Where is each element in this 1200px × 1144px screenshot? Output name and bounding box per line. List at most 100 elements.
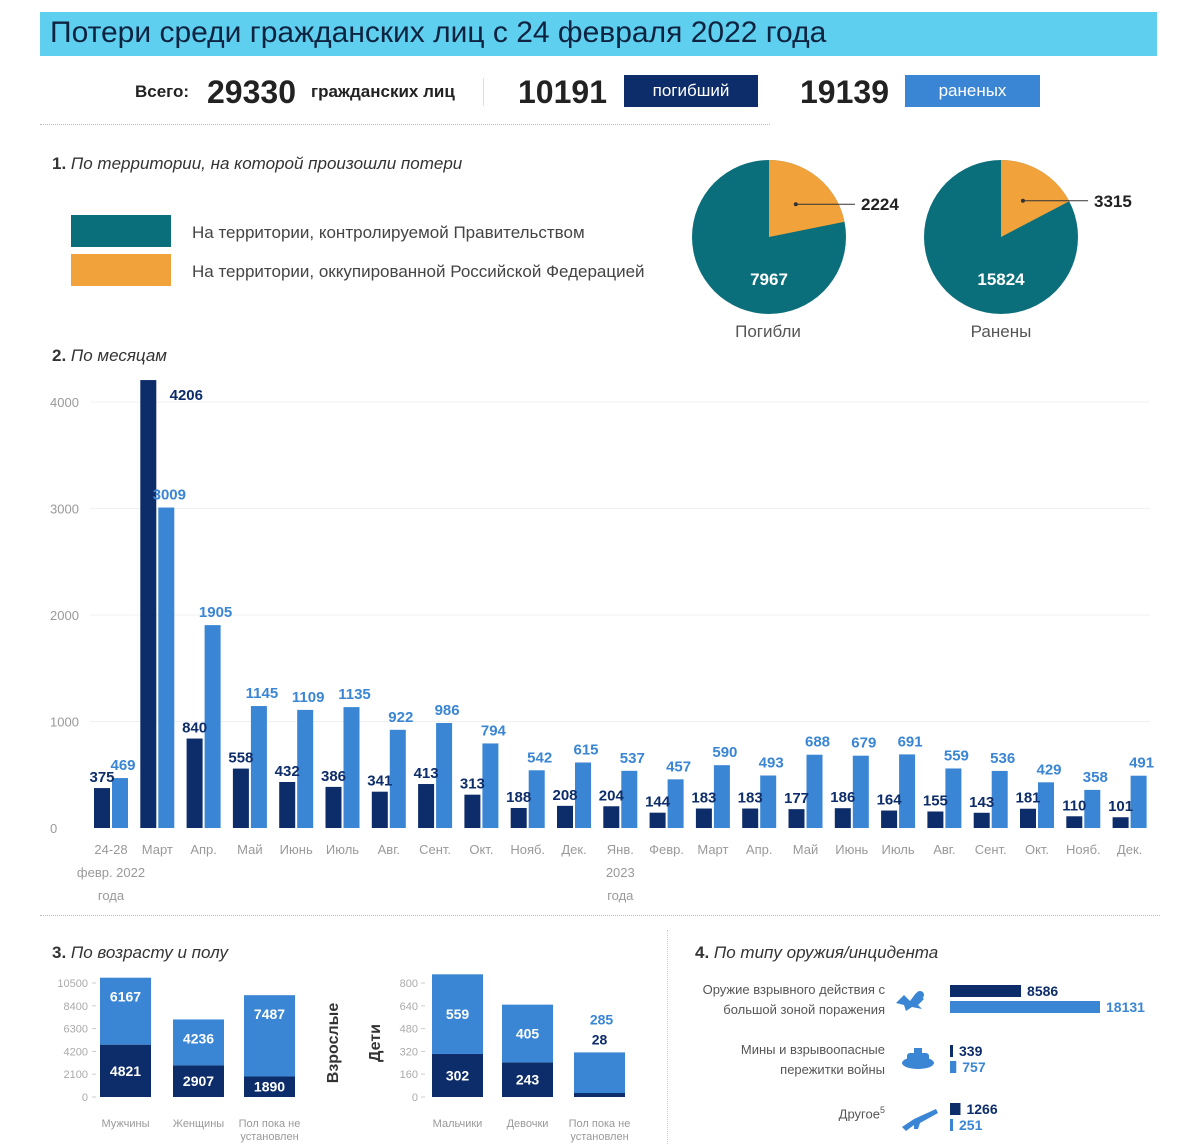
bar-label-injured: 4236 xyxy=(183,1030,214,1046)
bar-killed xyxy=(950,1103,961,1115)
legend-swatch-gov xyxy=(71,215,171,247)
bar-injured xyxy=(621,770,638,828)
children-label: Дети xyxy=(367,1024,384,1062)
bar-killed xyxy=(464,794,481,828)
bar-label-killed: 1266 xyxy=(966,1101,997,1117)
bar-killed xyxy=(418,784,435,828)
bar-label-injured: 358 xyxy=(1083,769,1108,786)
bar-label-killed: 204 xyxy=(599,787,625,804)
bar-injured xyxy=(244,995,295,1077)
bar-label-killed: 413 xyxy=(414,765,439,782)
bar-injured xyxy=(991,770,1008,828)
bar-label-injured: 559 xyxy=(446,1006,470,1022)
bar-injured xyxy=(1084,789,1101,828)
bar-injured xyxy=(950,1119,953,1131)
bar-injured xyxy=(112,778,128,828)
bar-injured xyxy=(343,707,360,828)
bar-killed xyxy=(1066,816,1083,828)
injured-badge: раненых xyxy=(905,75,1040,107)
child-tick-label: 320 xyxy=(400,1046,418,1058)
bar-killed xyxy=(742,808,759,828)
bar-label-injured: 536 xyxy=(990,750,1015,767)
bar-label-killed: 313 xyxy=(460,776,485,793)
total-label: Всего: xyxy=(135,82,190,101)
x-tick-label: Апр. xyxy=(746,842,773,857)
bar-label-injured: 679 xyxy=(851,735,876,752)
page-title: Потери среди гражданских лиц с 24 феврал… xyxy=(50,16,827,49)
section2-title: 2. По месяцам xyxy=(52,346,167,365)
x-tick-label: года xyxy=(98,888,125,903)
bar-injured xyxy=(173,1019,224,1066)
pies-svg: 2224 7967 3315 15824 xyxy=(692,160,1132,314)
bar-label-injured: 285 xyxy=(590,1011,614,1027)
bar-label-killed: 101 xyxy=(1108,798,1133,815)
x-tick-label: Июнь xyxy=(280,842,313,857)
bar-killed xyxy=(649,812,666,828)
bar-killed xyxy=(881,810,898,828)
bar-killed xyxy=(432,1053,483,1097)
killed-badge: погибший xyxy=(624,75,758,107)
bar-label-injured: 590 xyxy=(712,744,737,761)
age-sex-bars: 10500 8400 6300 4200 2100 0 4821 6167 Мужчины 290… xyxy=(57,974,630,1143)
section1-title: 1. По территории, на которой произошли п… xyxy=(52,154,463,173)
bar-label-injured: 559 xyxy=(944,747,969,764)
x-tick-label: Нояб. xyxy=(1066,842,1101,857)
pie-label-gov: 7967 xyxy=(750,270,788,289)
bar-killed xyxy=(574,1093,625,1097)
y-tick-label: 0 xyxy=(50,821,57,836)
x-tick-label: Март xyxy=(697,842,728,857)
bar-killed xyxy=(603,806,620,828)
bar-injured xyxy=(204,625,221,828)
pie-injured-caption: Ранены xyxy=(970,322,1032,341)
x-tick-label: Янв. xyxy=(607,842,634,857)
bar-label-killed: 339 xyxy=(959,1043,983,1059)
bar-injured xyxy=(575,762,591,828)
x-tick-label: Окт. xyxy=(469,842,493,857)
bar-killed xyxy=(834,808,851,828)
x-tick-label: Авг. xyxy=(378,842,400,857)
section3-title: 3. По возрасту и полу xyxy=(52,943,229,962)
bar-label-killed: 177 xyxy=(784,790,809,807)
bar-label-injured: 1135 xyxy=(338,686,371,703)
bar-label-killed: 386 xyxy=(321,768,346,785)
bar-killed xyxy=(1020,808,1036,828)
bar-label-injured: 405 xyxy=(516,1026,540,1042)
bar-label-injured: 6167 xyxy=(110,989,141,1005)
bar-label-killed: 341 xyxy=(367,773,392,790)
bar-label-killed: 558 xyxy=(228,750,253,767)
y-tick-label: 4000 xyxy=(50,395,79,410)
x-tick-label: Апр. xyxy=(190,842,217,857)
bar-label-killed: 208 xyxy=(552,787,577,804)
legend-label-occupied: На территории, оккупированной Российской… xyxy=(192,262,645,281)
bar-label-injured: 429 xyxy=(1036,761,1061,778)
bar-label-injured: 469 xyxy=(110,757,135,774)
bar-killed xyxy=(232,768,249,828)
y-tick-label: 3000 xyxy=(50,502,79,517)
pie-label-occupied: 2224 xyxy=(861,195,899,214)
bar-injured xyxy=(250,706,267,828)
pie-slice-occupied xyxy=(1001,160,1070,237)
bar-label-injured: 1145 xyxy=(246,685,279,702)
x-tick-label: Июнь xyxy=(835,842,868,857)
x-tick-label: года xyxy=(607,888,634,903)
adult-tick-label: 4200 xyxy=(64,1046,88,1058)
bar-label-injured: 615 xyxy=(573,742,598,759)
mine-icon xyxy=(902,1048,934,1069)
y-tick-label: 2000 xyxy=(50,608,79,623)
bar-label-killed: 375 xyxy=(89,769,114,786)
explosion-icon xyxy=(896,991,924,1011)
bar-label-injured: 251 xyxy=(959,1117,983,1133)
adult-tick-label: 0 xyxy=(82,1092,88,1104)
bar-label-killed: 183 xyxy=(738,790,763,807)
bar-injured xyxy=(389,729,406,828)
bar-killed xyxy=(973,812,990,828)
bar-label-killed: 188 xyxy=(506,789,531,806)
bar-label-killed: 8586 xyxy=(1027,983,1058,999)
bar-killed xyxy=(950,1045,953,1057)
bar-injured xyxy=(950,1001,1100,1013)
bar-injured xyxy=(852,755,869,828)
bar-label-injured: 491 xyxy=(1129,755,1154,772)
